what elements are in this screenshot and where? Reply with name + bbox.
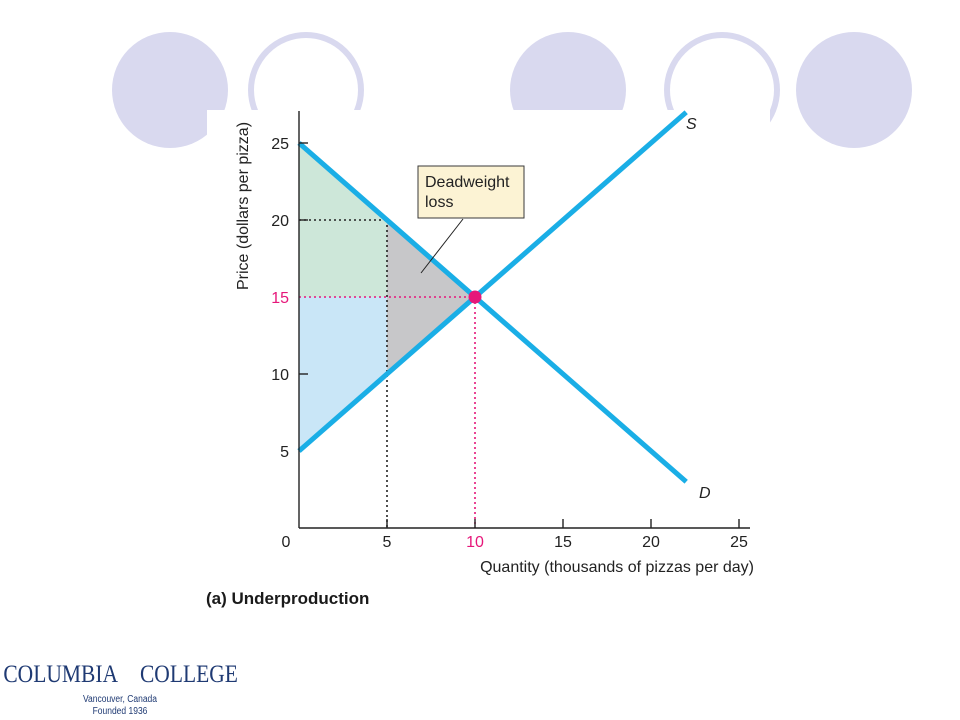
guide-lines — [299, 219, 476, 528]
y-tick-label: 15 — [271, 290, 289, 307]
y-tick-label: 10 — [271, 367, 289, 384]
callout-pointer — [420, 218, 464, 274]
x-tick-label: 25 — [730, 534, 748, 551]
x-tick-label: 20 — [642, 534, 660, 551]
figure-caption: (a) Underproduction — [206, 589, 370, 608]
chart-marks — [468, 290, 482, 304]
producer-surplus-area — [299, 297, 387, 451]
x-axis-label: Quantity (thousands of pizzas per day) — [480, 559, 754, 576]
curves — [297, 110, 688, 484]
demand-curve-label: D — [699, 485, 711, 502]
x-tick-label: 5 — [383, 534, 392, 551]
equilibrium-point — [468, 290, 482, 304]
supply-curve — [297, 110, 688, 453]
college-logo: COLUMBIA COLLEGE Vancouver, Canada Found… — [0, 655, 240, 720]
callout-box — [417, 165, 525, 219]
x-tick-label: 0 — [282, 534, 291, 551]
y-axis-label: Price (dollars per pizza) — [235, 122, 252, 290]
consumer-surplus-area — [299, 143, 387, 297]
logo-word-right: COLLEGE — [139, 661, 238, 688]
y-tick-label: 20 — [271, 213, 289, 230]
x-tick-label: 15 — [554, 534, 572, 551]
axes — [298, 111, 750, 529]
decor-circle — [112, 32, 228, 148]
deadweight-loss-callout: Deadweight loss — [417, 165, 525, 274]
supply-curve-label: S — [686, 116, 697, 133]
logo-wordmark: COLUMBIA COLLEGE — [3, 657, 238, 693]
decor-circle — [796, 32, 912, 148]
demand-curve — [297, 141, 688, 484]
logo-word-left: COLUMBIA — [3, 661, 119, 688]
callout-line-1: Deadweight — [425, 174, 510, 191]
x-tick-label: 10 — [466, 534, 484, 551]
logo-founded: Founded 1936 — [92, 706, 148, 717]
logo-location: Vancouver, Canada — [82, 694, 158, 705]
callout-line-2: loss — [425, 194, 453, 211]
axis-ticks: 0 5 10 15 20 25 5 10 15 20 25 — [271, 136, 748, 551]
y-tick-label: 5 — [280, 444, 289, 461]
y-tick-label: 25 — [271, 136, 289, 153]
